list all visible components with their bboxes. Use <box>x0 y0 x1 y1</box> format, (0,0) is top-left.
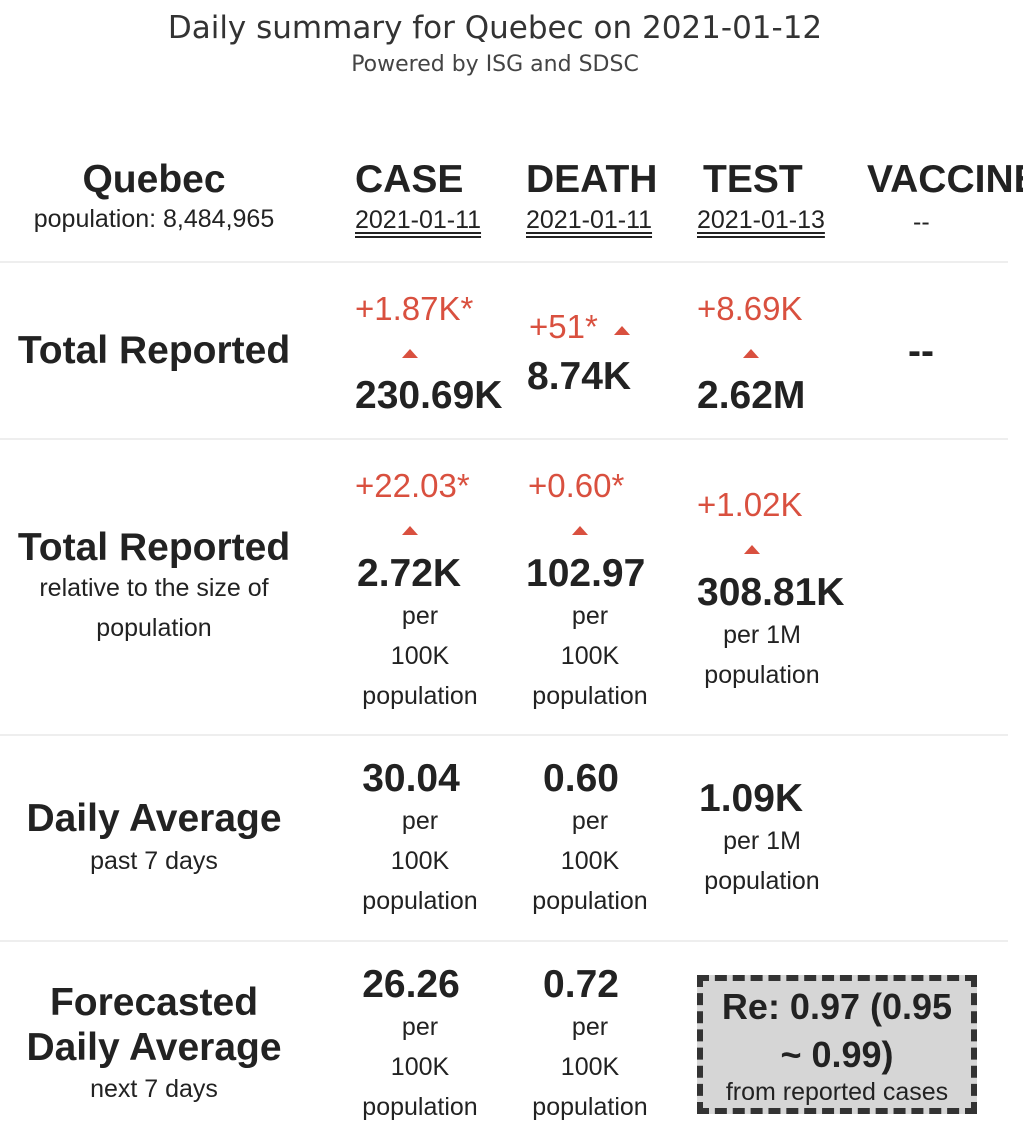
forecast-death-value: 0.72 <box>543 963 619 1006</box>
row-average-sub: past 7 days <box>90 847 218 875</box>
average-death-value: 0.60 <box>543 757 619 800</box>
forecast-case-value: 26.26 <box>362 963 460 1006</box>
relative-test-unit: per 1M population <box>704 621 820 689</box>
relative-case-change: +22.03* <box>355 467 470 504</box>
relative-death-change: +0.60* <box>528 467 625 504</box>
relative-test-change: +1.02K <box>697 486 803 523</box>
row-divider <box>0 438 1008 440</box>
total-test-value: 2.62M <box>697 374 806 417</box>
re-note: from reported cases <box>725 1078 949 1106</box>
relative-case-value: 2.72K <box>357 552 462 595</box>
total-case-change: +1.87K* <box>355 290 474 327</box>
row-divider <box>0 734 1008 736</box>
row-relative-label: Total Reported <box>17 526 291 569</box>
average-death-unit: per 100K population <box>532 807 648 915</box>
col-case-date[interactable]: 2021-01-11 <box>355 206 482 234</box>
increase-triangle-icon <box>744 545 760 554</box>
col-test-label: TEST <box>703 158 803 201</box>
relative-test-value: 308.81K <box>697 571 845 614</box>
col-vaccine-label: VACCINE <box>867 158 1023 201</box>
increase-triangle-icon <box>402 349 418 358</box>
average-case-unit: per 100K population <box>362 807 478 915</box>
total-case-value: 230.69K <box>355 374 503 417</box>
row-forecast-label: Forecasted <box>49 981 259 1024</box>
row-divider <box>0 940 1008 942</box>
row-divider <box>0 261 1008 263</box>
row-total-label: Total Reported <box>17 329 291 372</box>
increase-triangle-icon <box>402 526 418 535</box>
re-estimate-box[interactable]: Re: 0.97 (0.95 ~ 0.99) from reported cas… <box>697 975 977 1114</box>
col-death-label: DEATH <box>526 158 658 201</box>
forecast-death-unit: per 100K population <box>532 1013 648 1121</box>
total-death-change: +51* <box>529 308 598 345</box>
relative-death-value: 102.97 <box>526 552 646 595</box>
relative-case-unit: per 100K population <box>362 602 478 710</box>
relative-death-unit: per 100K population <box>532 602 648 710</box>
average-test-value: 1.09K <box>699 777 804 820</box>
region-name: Quebec <box>82 158 226 201</box>
region-population: population: 8,484,965 <box>33 205 275 233</box>
row-forecast-sub: next 7 days <box>90 1075 218 1103</box>
row-relative-sub: population <box>96 614 212 642</box>
increase-triangle-icon <box>614 326 630 335</box>
page-subtitle: Powered by ISG and SDSC <box>351 52 639 77</box>
increase-triangle-icon <box>572 526 588 535</box>
average-test-unit: per 1M population <box>704 827 820 895</box>
re-interval: ~ 0.99) <box>780 1034 894 1075</box>
col-vaccine-date: -- <box>913 208 930 236</box>
page-title: Daily summary for Quebec on 2021-01-12 <box>167 10 823 46</box>
col-case-label: CASE <box>355 158 464 201</box>
row-average-label: Daily Average <box>26 797 282 840</box>
col-test-date[interactable]: 2021-01-13 <box>697 206 825 234</box>
re-value: Re: 0.97 (0.95 <box>721 986 953 1027</box>
row-relative-sub: relative to the size of <box>39 574 269 602</box>
total-death-value: 8.74K <box>527 355 632 398</box>
col-death-date[interactable]: 2021-01-11 <box>526 206 653 234</box>
average-case-value: 30.04 <box>362 757 460 800</box>
row-forecast-label: Daily Average <box>26 1026 282 1069</box>
increase-triangle-icon <box>743 349 759 358</box>
total-vaccine-value: -- <box>908 330 934 373</box>
total-test-change: +8.69K <box>697 290 803 327</box>
forecast-case-unit: per 100K population <box>362 1013 478 1121</box>
